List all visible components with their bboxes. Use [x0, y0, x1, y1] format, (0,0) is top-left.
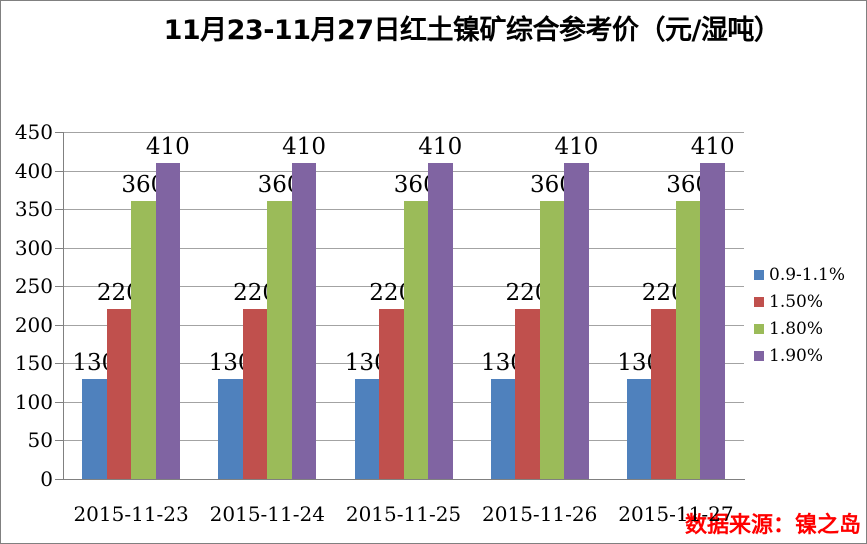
y-axis-label: 0 — [40, 467, 53, 491]
bar-value-label: 410 — [145, 133, 190, 160]
y-axis-label: 250 — [14, 274, 53, 299]
legend-item: 0.9-1.1% — [754, 266, 845, 284]
bar-0.9-1.1%-2015-11-26 — [490, 378, 516, 479]
x-axis-label: 2015-11-26 — [482, 502, 598, 526]
y-axis-tick — [55, 247, 63, 249]
y-axis-tick — [55, 170, 63, 172]
bar-1.90%-2015-11-27 — [700, 162, 725, 479]
bar-1.90%-2015-11-26 — [564, 162, 589, 479]
gridline — [63, 170, 744, 172]
bar-1.50%-2015-11-23 — [106, 309, 132, 479]
bar-0.9-1.1%-2015-11-27 — [626, 378, 652, 479]
legend-label: 1.80% — [769, 319, 824, 339]
legend-item: 1.80% — [754, 320, 845, 338]
y-axis-label: 300 — [14, 235, 53, 260]
bar-value-label: 410 — [418, 133, 463, 160]
y-axis-label: 450 — [14, 120, 53, 144]
bar-0.9-1.1%-2015-11-24 — [218, 378, 243, 479]
legend: 0.9-1.1% 1.50% 1.80% 1.90% — [754, 266, 845, 365]
bar-1.80%-2015-11-26 — [539, 201, 565, 479]
bar-1.80%-2015-11-25 — [403, 201, 428, 479]
gridline — [63, 132, 744, 133]
bar-value-label: 410 — [554, 133, 599, 160]
bar-0.9-1.1%-2015-11-25 — [354, 378, 379, 479]
y-axis-label: 50 — [27, 428, 53, 453]
legend-item: 1.90% — [754, 347, 845, 365]
legend-swatch-icon — [754, 297, 764, 307]
bar-1.90%-2015-11-23 — [155, 162, 181, 479]
legend-swatch-icon — [754, 270, 764, 280]
x-axis-label: 2015-11-27 — [618, 502, 734, 526]
x-axis-label: 2015-11-23 — [73, 502, 189, 526]
source-note: 数据来源：镍之岛 — [684, 513, 861, 538]
bar-1.80%-2015-11-24 — [267, 201, 292, 479]
legend-item: 1.50% — [754, 293, 845, 311]
bar-value-label: 410 — [282, 133, 326, 160]
y-axis-label: 150 — [14, 351, 53, 376]
y-axis-line — [63, 132, 64, 479]
legend-label: 1.50% — [769, 292, 824, 312]
x-axis-label: 2015-11-25 — [345, 502, 462, 526]
bar-1.50%-2015-11-25 — [379, 309, 404, 479]
y-axis-tick — [55, 479, 63, 480]
bar-1.50%-2015-11-24 — [242, 309, 268, 479]
legend-swatch-icon — [754, 324, 764, 334]
y-axis-tick — [55, 401, 63, 403]
bar-0.9-1.1%-2015-11-23 — [82, 378, 107, 479]
y-axis-tick — [55, 132, 63, 133]
bar-value-label: 410 — [690, 133, 735, 160]
y-axis-label: 200 — [14, 312, 53, 337]
y-axis-label: 400 — [14, 158, 53, 183]
y-axis-tick — [55, 440, 63, 442]
y-axis-label: 100 — [14, 389, 53, 414]
bar-1.80%-2015-11-23 — [131, 201, 156, 479]
bar-1.90%-2015-11-24 — [291, 162, 317, 479]
y-axis-tick — [55, 324, 63, 326]
x-axis-label: 2015-11-24 — [209, 502, 325, 526]
bar-1.50%-2015-11-26 — [515, 309, 540, 479]
bar-1.90%-2015-11-25 — [428, 162, 453, 479]
chart-title: 11月23-11月27日红土镍矿综合参考价（元/湿吨） — [163, 15, 781, 46]
y-axis-label: 350 — [14, 197, 53, 222]
y-axis-tick — [55, 209, 63, 211]
legend-label: 1.90% — [769, 346, 824, 366]
bar-1.50%-2015-11-27 — [651, 309, 676, 479]
y-axis-tick — [55, 286, 63, 288]
legend-swatch-icon — [754, 351, 764, 361]
legend-label: 0.9-1.1% — [769, 265, 845, 285]
bar-1.80%-2015-11-27 — [675, 201, 701, 479]
x-axis-line — [63, 479, 745, 480]
y-axis-tick — [55, 363, 63, 365]
